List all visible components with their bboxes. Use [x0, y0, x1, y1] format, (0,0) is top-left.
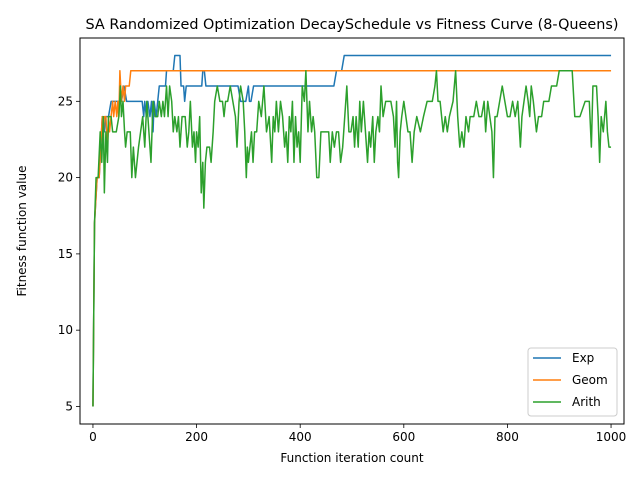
legend-item-geom: Geom: [533, 373, 608, 387]
series-line-geom: [92, 70, 612, 407]
y-tick-label: 20: [58, 171, 73, 185]
y-axis-ticks: 5 10 15 20 25: [58, 94, 80, 413]
x-axis-ticks: 0 200 400 600 800 1000: [89, 424, 626, 444]
legend-box: [527, 347, 618, 417]
y-tick-label: 10: [58, 323, 73, 337]
x-axis-label: Function iteration count: [280, 451, 424, 465]
legend-item-arith: Arith: [533, 395, 601, 409]
series-layer: [92, 54, 612, 407]
y-tick-label: 5: [65, 399, 73, 413]
legend-item-exp: Exp: [533, 351, 594, 365]
legend-label-arith: Arith: [572, 395, 601, 409]
y-tick-label: 15: [58, 247, 73, 261]
legend-label-geom: Geom: [572, 373, 608, 387]
legend-label-exp: Exp: [572, 351, 594, 365]
y-axis-label: Fitness function value: [15, 166, 29, 297]
axes-frame: [79, 37, 625, 425]
x-tick-label: 1000: [596, 430, 627, 444]
x-tick-label: 800: [496, 430, 519, 444]
x-tick-label: 200: [185, 430, 208, 444]
chart-title: SA Randomized Optimization DecaySchedule…: [86, 17, 619, 33]
series-line-arith: [92, 70, 612, 407]
x-tick-label: 0: [89, 430, 97, 444]
legend: Exp Geom Arith: [527, 347, 618, 417]
y-tick-label: 25: [58, 94, 73, 108]
x-tick-label: 600: [392, 430, 415, 444]
x-tick-label: 400: [289, 430, 312, 444]
